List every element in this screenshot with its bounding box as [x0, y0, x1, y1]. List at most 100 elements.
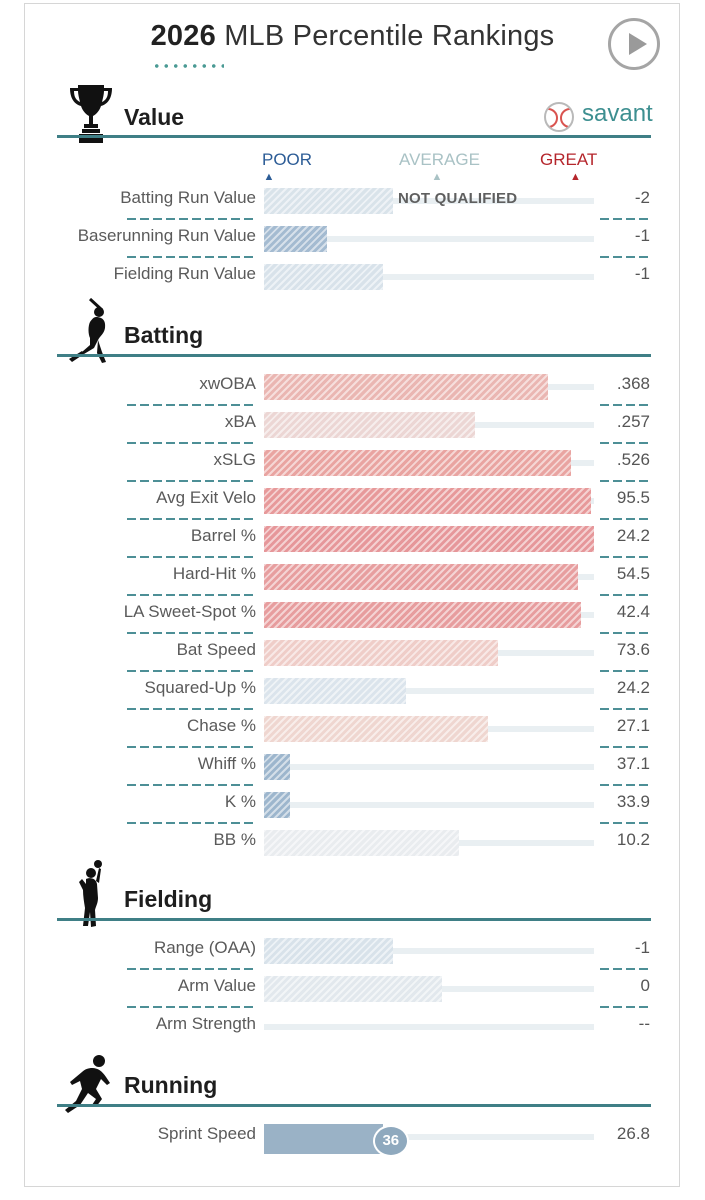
row-divider-right [600, 784, 652, 786]
metric-label: Barrel % [190, 526, 256, 545]
percentile-track [264, 802, 594, 808]
percentile-bar[interactable] [264, 976, 443, 1002]
percentile-bar[interactable] [264, 412, 476, 438]
percentile-bar[interactable] [264, 374, 548, 400]
fielder-silhouette-icon [79, 860, 102, 927]
row-divider-right [600, 822, 652, 824]
metric-label: Arm Value [177, 976, 256, 995]
percentile-bar[interactable] [264, 754, 291, 780]
legend-great: GREAT ▲ [540, 150, 598, 183]
percentile-bar[interactable] [264, 716, 489, 742]
metric-value: .368 [616, 374, 650, 393]
percentile-bar[interactable] [264, 678, 406, 704]
percentile-track [264, 688, 594, 694]
metric-value: -1 [634, 264, 650, 283]
metric-label: BB % [213, 830, 256, 849]
row-divider-left [127, 822, 255, 824]
section-rule-batting [57, 354, 651, 357]
metric-row: LA Sweet-Spot % 42.4 [0, 595, 705, 634]
row-divider-right [600, 708, 652, 710]
metric-row: Arm Strength -- [0, 1007, 705, 1045]
page-title: 2026 MLB Percentile Rankings [0, 20, 705, 53]
percentile-bar[interactable] [264, 226, 327, 252]
metric-value: 95.5 [616, 488, 650, 507]
metric-label: K % [224, 792, 256, 811]
percentile-bar[interactable] [264, 938, 393, 964]
metric-value: 24.2 [616, 678, 650, 697]
row-divider-left [127, 594, 255, 596]
play-icon[interactable] [608, 18, 660, 70]
percentile-track [264, 274, 594, 280]
metric-label: Bat Speed [176, 640, 256, 659]
metric-row: Batting Run Value NOT QUALIFIED -2 [0, 181, 705, 220]
row-divider-right [600, 256, 652, 258]
row-divider-right [600, 404, 652, 406]
legend-poor-label: POOR [262, 150, 313, 169]
percentile-track [264, 764, 594, 770]
metric-row: Whiff % 37.1 [0, 747, 705, 786]
batter-silhouette-icon [69, 298, 106, 363]
percentile-bar[interactable] [264, 830, 459, 856]
legend-poor: POOR ▲ [262, 150, 313, 183]
metric-value: .526 [616, 450, 650, 469]
metric-value: -1 [634, 226, 650, 245]
percentile-bar[interactable] [264, 264, 383, 290]
section-title-value: Value [124, 104, 185, 130]
not-qualified-label: NOT QUALIFIED [398, 190, 518, 207]
row-divider-left [127, 632, 255, 634]
percentile-bar[interactable] [264, 1124, 383, 1154]
metric-row: Hard-Hit % 54.5 [0, 557, 705, 596]
percentile-bar[interactable] [264, 792, 291, 818]
runner-silhouette-icon [65, 1055, 110, 1113]
trophy-icon [70, 85, 112, 143]
percentile-bar[interactable] [264, 602, 581, 628]
metric-row: BB % 10.2 [0, 823, 705, 861]
metric-row: Bat Speed 73.6 [0, 633, 705, 672]
row-divider-right [600, 1006, 652, 1008]
savant-brand-text: savant [582, 100, 653, 127]
metric-label: Arm Strength [155, 1014, 256, 1033]
baseball-icon [544, 102, 574, 132]
legend-average-label: AVERAGE [399, 150, 480, 169]
metric-row: xwOBA .368 [0, 367, 705, 406]
percentile-track [264, 1024, 594, 1030]
percentile-bar[interactable] [264, 488, 591, 514]
row-divider-right [600, 670, 652, 672]
row-divider-left [127, 1006, 255, 1008]
row-divider-right [600, 442, 652, 444]
row-divider-left [127, 968, 255, 970]
metric-label: Whiff % [197, 754, 256, 773]
percentile-bar[interactable] [264, 564, 578, 590]
percentile-bar[interactable] [264, 526, 594, 552]
percentile-track [264, 236, 594, 242]
metric-row: Squared-Up % 24.2 [0, 671, 705, 710]
metric-row: xSLG .526 [0, 443, 705, 482]
section-rule-value [57, 135, 651, 138]
legend-average-arrow: ▲ [431, 171, 443, 183]
percentile-bar[interactable] [264, 450, 571, 476]
metric-row: Range (OAA) -1 [0, 931, 705, 970]
metric-value: 27.1 [616, 716, 650, 735]
row-divider-right [600, 746, 652, 748]
metric-row: Chase % 27.1 [0, 709, 705, 748]
row-divider-right [600, 556, 652, 558]
percentile-bar[interactable] [264, 640, 499, 666]
row-divider-left [127, 784, 255, 786]
row-divider-right [600, 480, 652, 482]
section-title-running: Running [124, 1072, 218, 1098]
title-underline-dots [152, 64, 224, 68]
metric-label: xwOBA [199, 374, 256, 393]
percentile-bar[interactable] [264, 188, 393, 214]
metric-label: xBA [224, 412, 256, 431]
metric-value: -1 [634, 938, 650, 957]
row-divider-left [127, 404, 255, 406]
metric-row: Sprint Speed 36 26.8 [0, 1117, 705, 1157]
row-divider-left [127, 518, 255, 520]
section-rule-running [57, 1104, 651, 1107]
metric-label: Avg Exit Velo [156, 488, 256, 507]
metric-value: 10.2 [616, 830, 650, 849]
legend-great-label: GREAT [540, 150, 598, 169]
title-text: MLB Percentile Rankings [224, 20, 555, 52]
row-divider-right [600, 968, 652, 970]
row-divider-left [127, 746, 255, 748]
